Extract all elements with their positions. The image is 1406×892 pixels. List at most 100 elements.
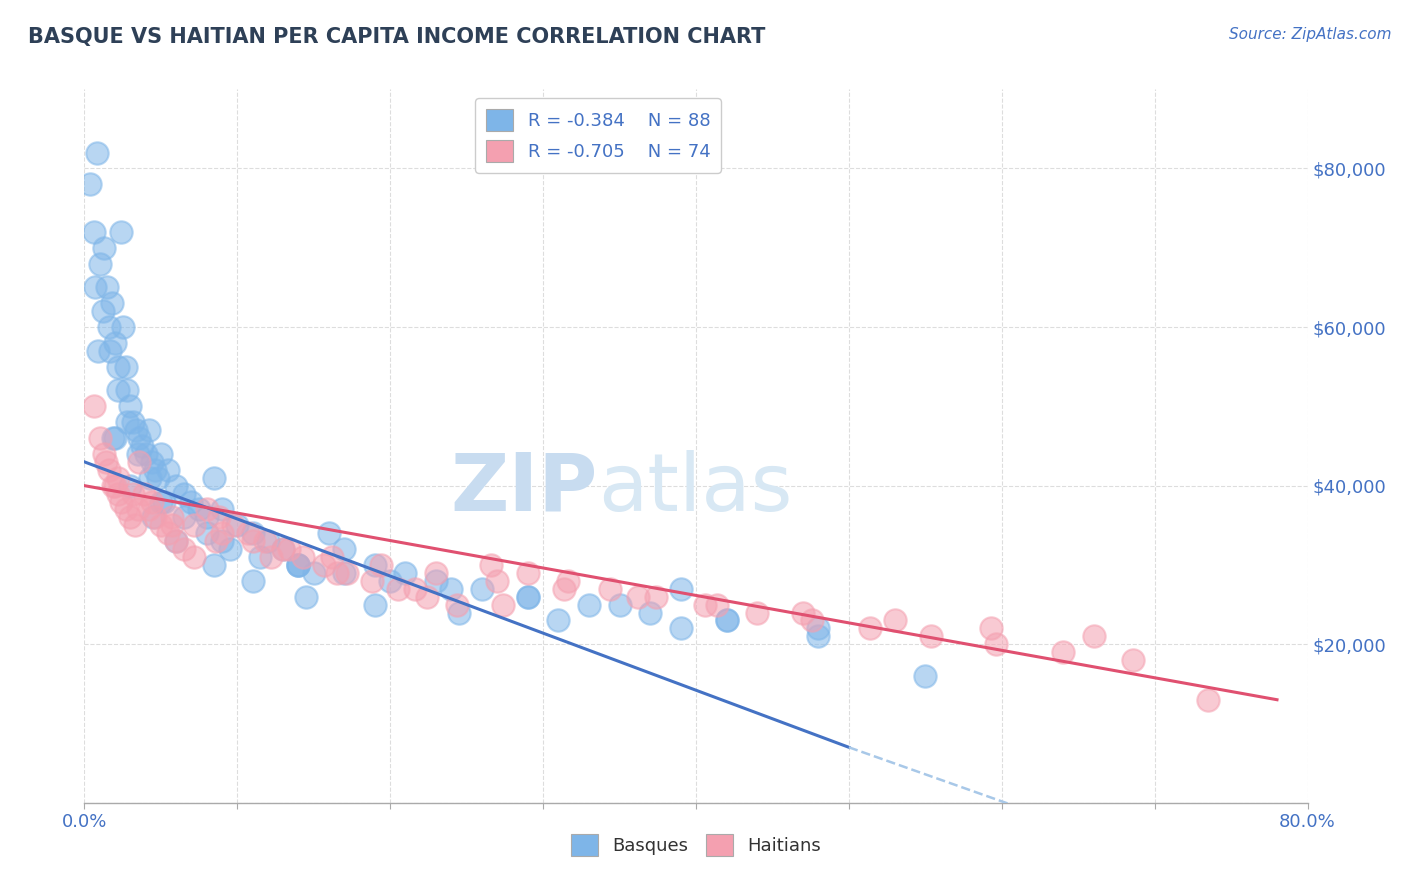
Point — [226, 518, 249, 533]
Point — [165, 534, 187, 549]
Point — [122, 415, 145, 429]
Point — [103, 431, 125, 445]
Point — [387, 582, 409, 596]
Point — [1083, 629, 1105, 643]
Point — [101, 296, 124, 310]
Point — [486, 574, 509, 588]
Point — [404, 582, 426, 596]
Point — [695, 598, 717, 612]
Point — [425, 566, 447, 580]
Point — [94, 455, 117, 469]
Point — [253, 534, 276, 549]
Point — [325, 566, 347, 580]
Point — [127, 447, 149, 461]
Legend: Basques, Haitians: Basques, Haitians — [561, 825, 831, 865]
Point — [638, 606, 661, 620]
Point — [716, 614, 738, 628]
Point — [141, 455, 163, 469]
Point — [107, 486, 129, 500]
Point — [160, 510, 183, 524]
Point — [278, 542, 301, 557]
Point — [79, 178, 101, 192]
Point — [557, 574, 579, 588]
Point — [260, 549, 283, 564]
Point — [124, 518, 146, 533]
Point — [807, 621, 830, 635]
Point — [669, 582, 692, 596]
Point — [138, 502, 160, 516]
Point — [135, 447, 157, 461]
Point — [84, 280, 107, 294]
Point — [242, 574, 264, 588]
Point — [107, 359, 129, 374]
Point — [97, 463, 120, 477]
Point — [314, 558, 336, 572]
Point — [132, 486, 155, 500]
Point — [111, 320, 134, 334]
Point — [107, 471, 129, 485]
Point — [183, 518, 205, 533]
Point — [93, 241, 115, 255]
Point — [242, 534, 264, 549]
Point — [86, 145, 108, 160]
Point — [157, 526, 180, 541]
Point — [211, 502, 233, 516]
Point — [257, 534, 280, 549]
Point — [208, 510, 231, 524]
Point — [627, 590, 650, 604]
Point — [360, 574, 382, 588]
Point — [211, 526, 233, 541]
Point — [416, 590, 439, 604]
Point — [96, 280, 118, 294]
Point — [143, 510, 166, 524]
Point — [110, 494, 132, 508]
Point — [599, 582, 621, 596]
Point — [984, 637, 1007, 651]
Point — [249, 549, 271, 564]
Point — [446, 598, 468, 612]
Point — [114, 502, 136, 516]
Point — [716, 614, 738, 628]
Point — [149, 494, 172, 508]
Point — [120, 478, 142, 492]
Point — [287, 558, 309, 572]
Point — [1052, 645, 1074, 659]
Point — [380, 574, 402, 588]
Point — [295, 590, 318, 604]
Point — [195, 526, 218, 541]
Point — [143, 463, 166, 477]
Point — [114, 359, 136, 374]
Point — [173, 542, 195, 557]
Point — [471, 582, 494, 596]
Point — [553, 582, 575, 596]
Point — [221, 518, 243, 533]
Text: atlas: atlas — [598, 450, 793, 528]
Point — [125, 423, 148, 437]
Point — [242, 526, 264, 541]
Point — [104, 431, 127, 445]
Point — [333, 542, 356, 557]
Point — [364, 558, 387, 572]
Point — [115, 384, 138, 398]
Point — [271, 542, 294, 557]
Point — [138, 423, 160, 437]
Point — [127, 502, 149, 516]
Point — [107, 384, 129, 398]
Point — [93, 447, 115, 461]
Point — [83, 225, 105, 239]
Point — [236, 526, 259, 541]
Point — [131, 439, 153, 453]
Point — [165, 534, 187, 549]
Point — [706, 598, 728, 612]
Point — [980, 621, 1002, 635]
Point — [89, 431, 111, 445]
Point — [128, 431, 150, 445]
Point — [173, 486, 195, 500]
Point — [104, 335, 127, 350]
Point — [609, 598, 631, 612]
Point — [920, 629, 942, 643]
Point — [645, 590, 668, 604]
Point — [180, 494, 202, 508]
Point — [83, 400, 105, 414]
Point — [149, 447, 172, 461]
